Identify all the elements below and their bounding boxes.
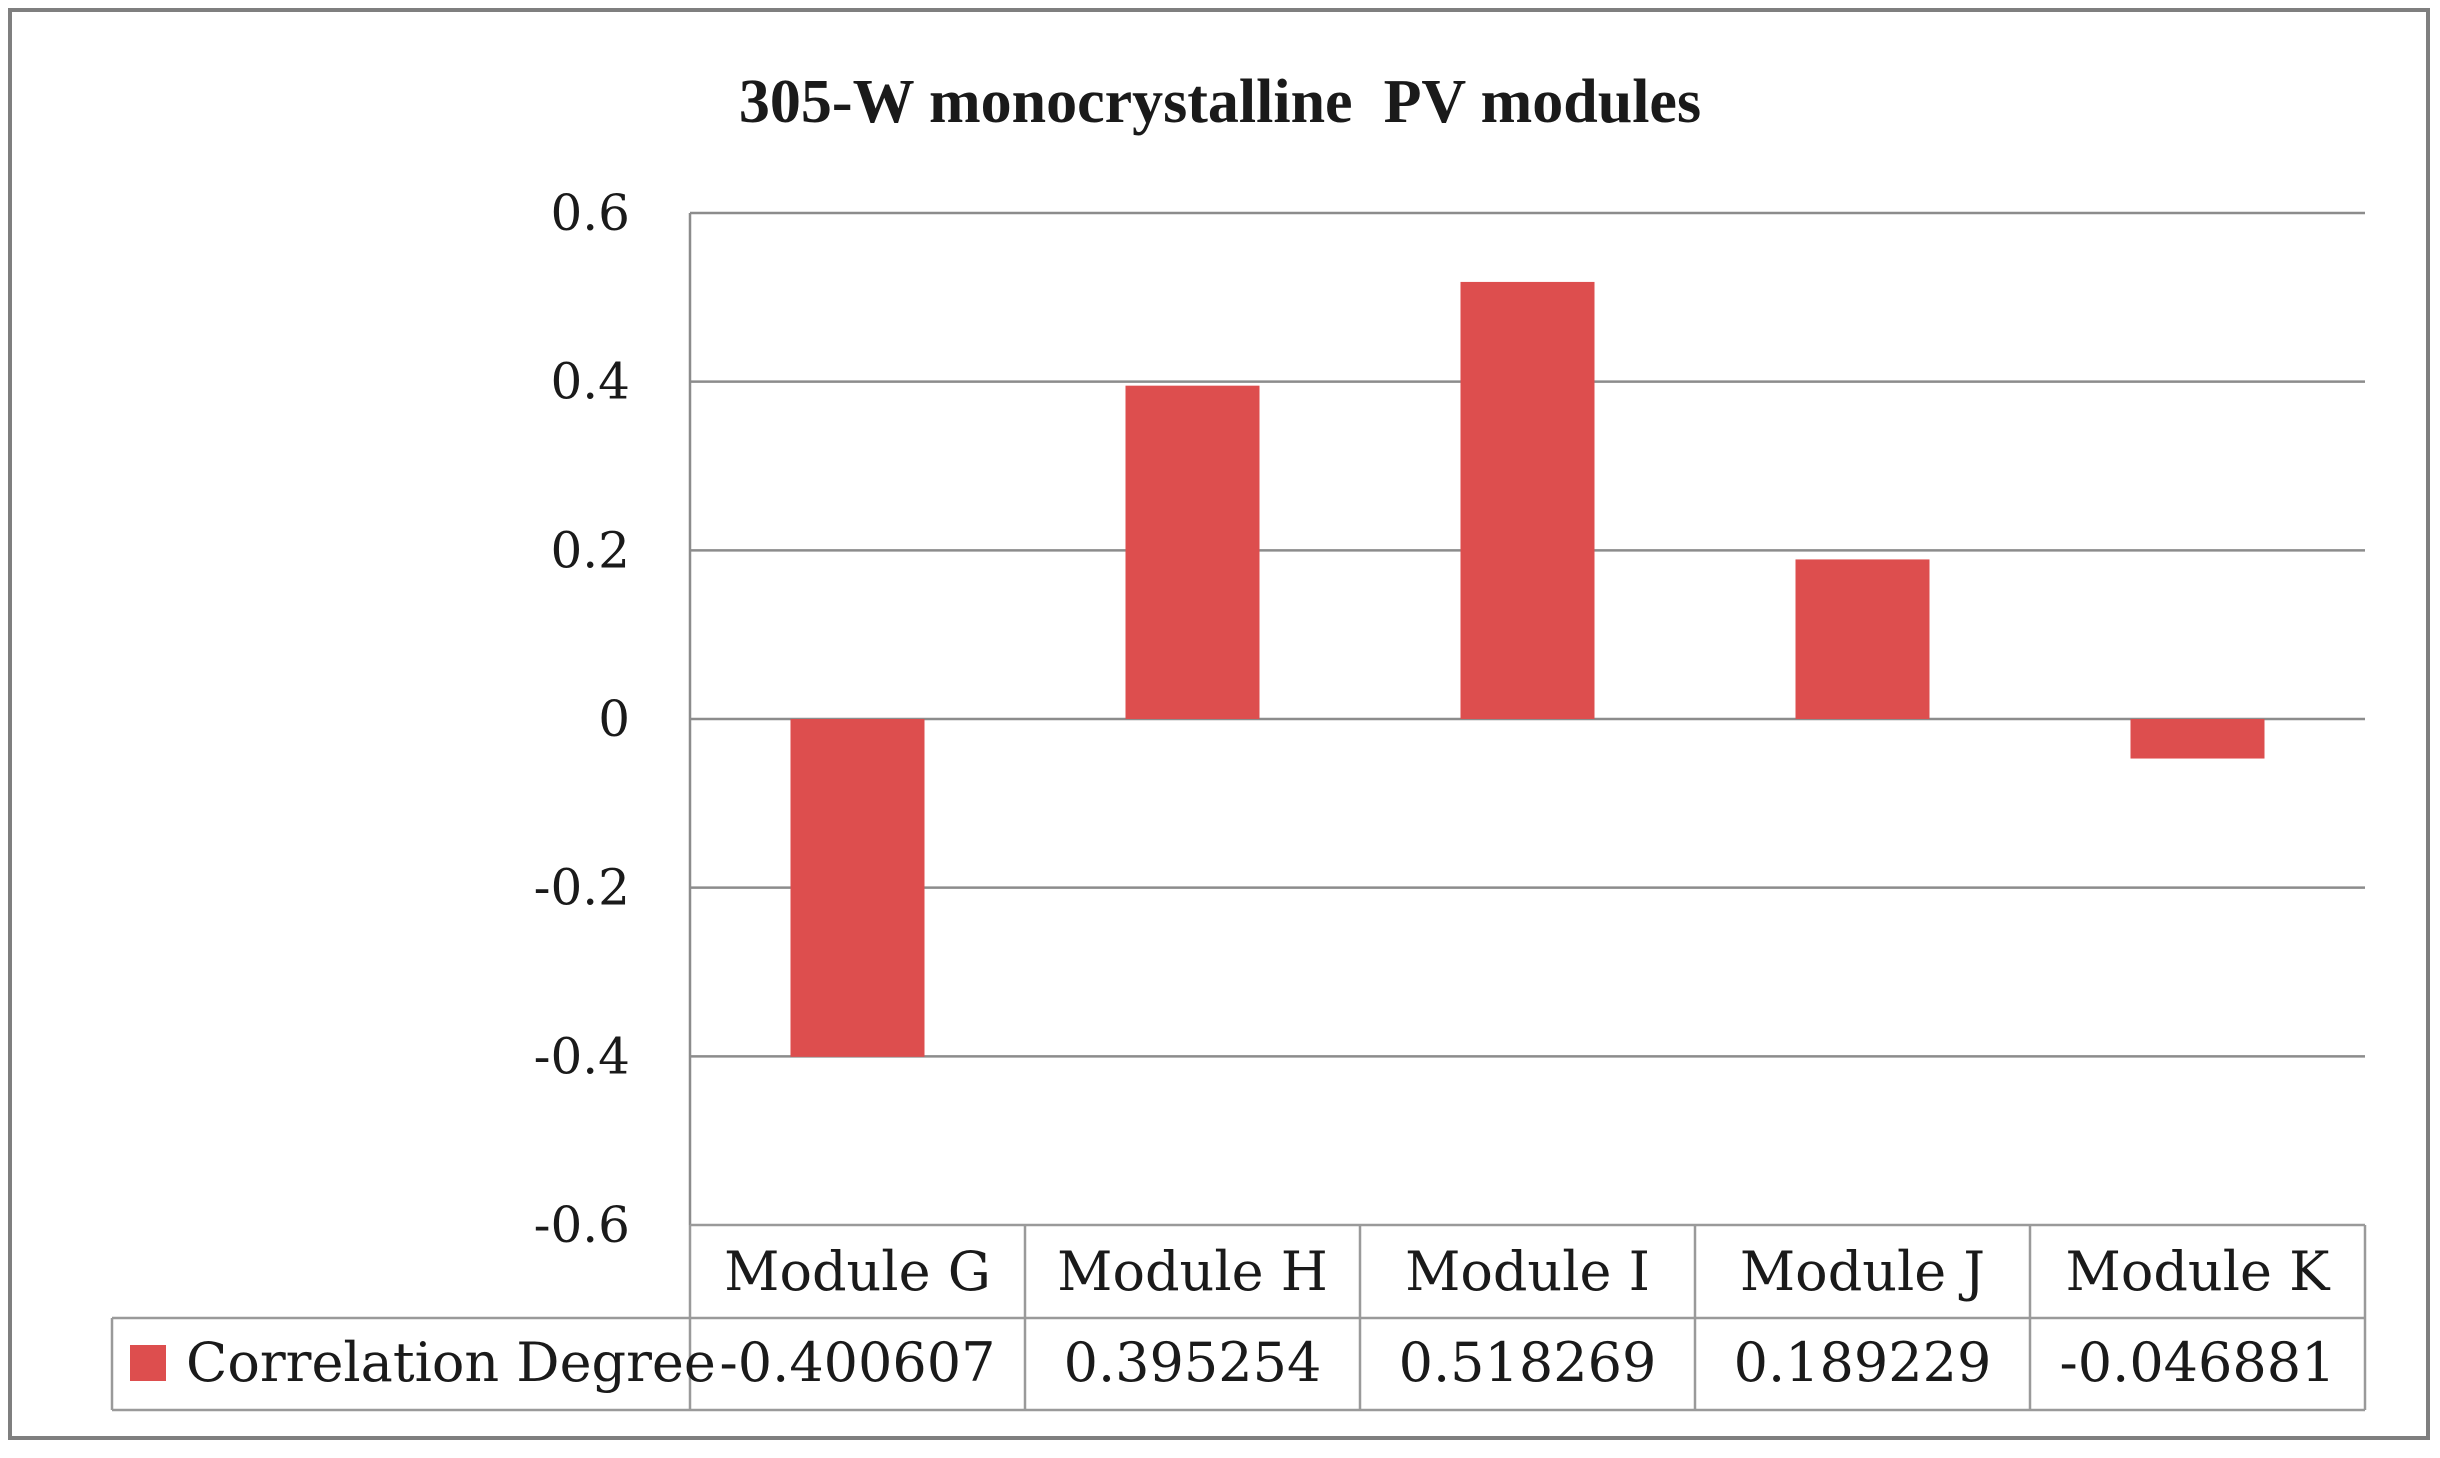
bar-module-k [2130, 719, 2265, 759]
y-tick-label: 0.6 [550, 184, 630, 242]
y-tick-label: -0.6 [534, 1196, 630, 1254]
y-tick-label: 0 [598, 690, 630, 748]
data-label: -0.046881 [2060, 1331, 2336, 1394]
x-category-label: Module G [724, 1240, 991, 1303]
data-label: 0.518269 [1399, 1331, 1657, 1394]
y-tick-label: -0.2 [534, 859, 630, 917]
gridlines [688, 211, 2365, 1225]
y-tick-label: -0.4 [534, 1027, 630, 1085]
bar-module-g [790, 719, 925, 1057]
y-tick-label: 0.2 [550, 521, 630, 579]
bar-module-h [1125, 385, 1260, 719]
x-category-label: Module H [1057, 1240, 1328, 1303]
legend-label: Correlation Degree [186, 1331, 716, 1394]
y-axis-ticks: 0.6 0.4 0.2 0 -0.2 -0.4 -0.6 [534, 184, 630, 1254]
data-label: 0.189229 [1734, 1331, 1992, 1394]
x-category-label: Module J [1740, 1240, 1985, 1303]
bar-module-i [1460, 281, 1595, 719]
data-label: -0.400607 [720, 1331, 996, 1394]
x-category-label: Module I [1405, 1240, 1650, 1303]
y-tick-label: 0.4 [550, 353, 630, 411]
data-label: 0.395254 [1064, 1331, 1322, 1394]
legend-swatch [130, 1345, 166, 1381]
chart-frame [8, 8, 2430, 1440]
bar-module-j [1795, 559, 1930, 719]
data-table: Module G Module H Module I Module J Module K… [110, 1223, 2367, 1412]
bar-series [790, 281, 2265, 1057]
x-category-label: Module K [2066, 1240, 2332, 1303]
chart-title: 305-W monocrystalline PV modules [739, 68, 1701, 136]
